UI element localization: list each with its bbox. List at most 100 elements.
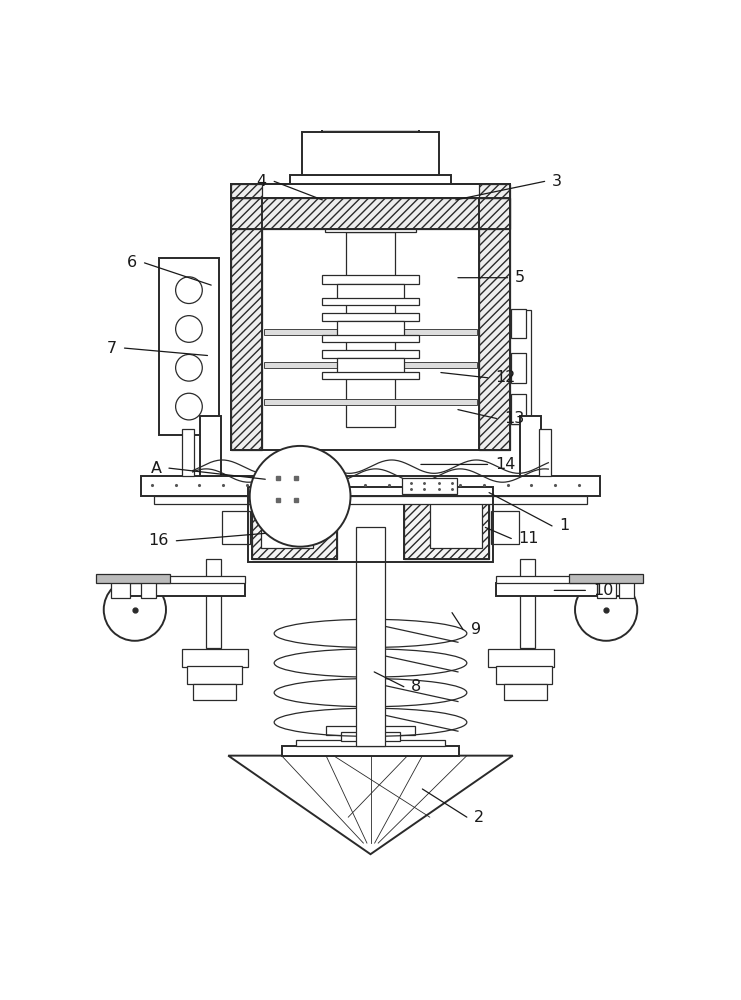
Polygon shape (228, 756, 513, 854)
Bar (496, 583, 622, 596)
Bar (96, 574, 170, 583)
Bar (479, 198, 510, 450)
Bar (488, 649, 554, 667)
Bar (569, 574, 643, 583)
Bar (330, 92, 411, 122)
Bar (322, 275, 419, 284)
Bar (404, 489, 489, 559)
Text: 11: 11 (519, 531, 539, 546)
Bar (206, 559, 221, 648)
Bar (325, 229, 416, 232)
Bar (347, 232, 394, 427)
Bar (430, 500, 482, 548)
Circle shape (104, 579, 166, 641)
Bar (231, 198, 262, 450)
Bar (504, 684, 547, 700)
Bar (231, 184, 510, 198)
Bar (479, 184, 510, 198)
Circle shape (176, 316, 202, 342)
Bar (296, 740, 445, 746)
Bar (326, 726, 415, 735)
Text: 5: 5 (515, 270, 525, 285)
Bar (341, 732, 400, 741)
Bar (282, 746, 459, 756)
Bar (402, 478, 457, 494)
Text: 14: 14 (495, 457, 515, 472)
Ellipse shape (342, 60, 399, 73)
Bar (200, 416, 221, 476)
Bar (511, 309, 526, 338)
Bar (182, 429, 194, 476)
Bar (496, 576, 622, 583)
Bar (322, 335, 419, 342)
Bar (119, 576, 245, 583)
Bar (322, 350, 419, 358)
Bar (404, 489, 489, 559)
Bar (231, 198, 510, 229)
Bar (511, 353, 526, 383)
Bar (325, 85, 416, 92)
Bar (248, 487, 493, 562)
Text: 16: 16 (149, 533, 169, 548)
Bar (511, 394, 526, 424)
Bar (336, 358, 405, 373)
Circle shape (176, 393, 202, 420)
Bar (342, 67, 399, 85)
Bar (491, 511, 519, 544)
Bar (119, 583, 245, 596)
Bar (187, 666, 242, 684)
Text: 8: 8 (411, 679, 422, 694)
Bar (209, 489, 227, 494)
Bar (290, 175, 451, 184)
Bar (141, 576, 156, 598)
Bar (222, 511, 250, 544)
Bar (336, 284, 405, 299)
Bar (231, 198, 262, 450)
Bar (510, 310, 531, 424)
Bar (264, 329, 477, 335)
Bar (252, 489, 337, 559)
Text: 6: 6 (127, 255, 137, 270)
Bar (619, 576, 634, 598)
Bar (322, 298, 419, 305)
Text: 1: 1 (559, 518, 570, 533)
Bar (520, 416, 541, 476)
Text: A: A (150, 461, 162, 476)
Circle shape (176, 354, 202, 381)
Bar (262, 198, 479, 450)
Bar (597, 576, 616, 598)
Bar (154, 496, 587, 504)
Bar (141, 476, 600, 496)
Bar (193, 684, 236, 700)
Bar (302, 132, 439, 175)
Bar (322, 372, 419, 379)
Bar (231, 184, 262, 198)
Bar (322, 313, 419, 321)
Text: 12: 12 (495, 370, 515, 385)
Bar (252, 489, 337, 559)
Bar (322, 122, 419, 132)
Circle shape (176, 277, 202, 304)
Text: 10: 10 (593, 583, 613, 598)
Bar (356, 527, 385, 746)
Text: 9: 9 (471, 622, 481, 637)
Bar (159, 258, 219, 435)
Circle shape (250, 446, 350, 547)
Bar (231, 198, 510, 450)
Bar (182, 649, 248, 667)
Bar (496, 666, 552, 684)
Bar (264, 362, 477, 368)
Text: 13: 13 (504, 411, 524, 426)
Bar (231, 184, 510, 198)
Bar (231, 198, 510, 229)
Circle shape (575, 579, 637, 641)
Text: 7: 7 (107, 341, 117, 356)
Text: 3: 3 (552, 174, 562, 189)
Text: 2: 2 (474, 810, 485, 825)
Bar (514, 489, 532, 494)
Bar (520, 559, 535, 648)
Bar (539, 429, 551, 476)
Text: 4: 4 (256, 174, 267, 189)
Bar (111, 576, 130, 598)
Bar (479, 198, 510, 450)
